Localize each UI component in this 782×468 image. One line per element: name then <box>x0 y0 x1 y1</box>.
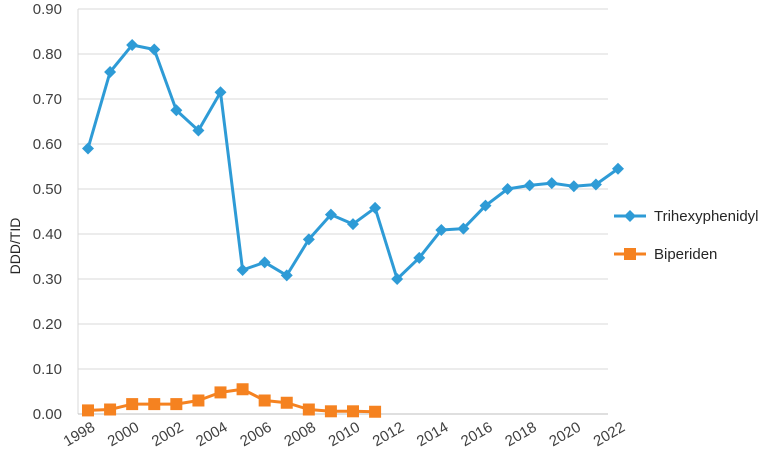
y-tick-label: 0.10 <box>33 361 62 378</box>
data-point <box>545 177 558 190</box>
y-tick-label: 0.30 <box>33 271 62 288</box>
data-point <box>589 178 602 191</box>
plot-area <box>82 39 624 418</box>
data-point <box>391 273 404 285</box>
data-point <box>148 398 161 411</box>
data-point <box>457 222 470 235</box>
data-point <box>192 124 205 137</box>
data-point <box>258 394 271 407</box>
y-tick-label: 0.00 <box>33 406 62 423</box>
y-tick-label: 0.70 <box>33 91 62 108</box>
legend-label: Trihexyphenidyl <box>654 208 759 225</box>
data-point <box>214 386 227 399</box>
x-tick-label: 2018 <box>502 419 539 450</box>
gridlines <box>78 8 608 370</box>
data-point <box>479 199 492 212</box>
data-point <box>347 218 359 231</box>
data-point <box>104 66 117 78</box>
x-tick-label: 2012 <box>370 419 407 450</box>
data-point <box>82 142 94 155</box>
x-tick-label: 2002 <box>149 419 186 450</box>
data-point <box>302 403 315 416</box>
x-tick-label: 2006 <box>237 419 274 450</box>
x-tick-label: 2016 <box>458 419 495 450</box>
legend-marker <box>624 248 636 260</box>
data-point <box>369 405 382 418</box>
data-point <box>126 39 139 51</box>
data-point <box>192 394 205 407</box>
data-point <box>523 179 536 192</box>
x-tick-label: 2014 <box>414 419 451 450</box>
data-point <box>612 162 624 175</box>
data-point <box>324 405 337 418</box>
x-tick-label: 2000 <box>105 419 142 450</box>
series-biperiden <box>82 383 382 418</box>
x-tick-label: 2008 <box>281 419 318 450</box>
data-point <box>236 264 249 276</box>
y-tick-label: 0.50 <box>33 181 62 198</box>
data-point <box>236 383 249 396</box>
data-point <box>280 269 293 282</box>
legend-item: Biperiden <box>614 246 717 263</box>
data-point <box>324 208 337 221</box>
legend-label: Biperiden <box>654 246 717 263</box>
y-tick-label: 0.90 <box>33 1 62 18</box>
data-point <box>280 396 293 409</box>
data-point <box>170 104 183 117</box>
y-tick-label: 0.40 <box>33 226 62 243</box>
data-point <box>501 183 514 195</box>
tick-labels: 0.00 0.10 0.20 0.30 0.40 0.50 0.60 0.70 0.80 0.90… <box>33 1 628 450</box>
x-tick-label: 2020 <box>546 419 583 450</box>
legend: Trihexyphenidyl Biperiden <box>614 208 759 263</box>
data-point <box>302 233 315 246</box>
x-tick-label: 2022 <box>591 419 628 450</box>
axes <box>77 9 608 415</box>
x-tick-label: 1998 <box>61 419 98 450</box>
legend-item: Trihexyphenidyl <box>614 208 759 225</box>
data-point <box>413 251 426 264</box>
data-point <box>369 201 382 214</box>
y-tick-label: 0.20 <box>33 316 62 333</box>
x-tick-label: 2010 <box>326 419 363 450</box>
data-point <box>214 86 227 99</box>
data-point <box>82 404 94 417</box>
data-point <box>347 405 359 418</box>
legend-marker <box>624 210 636 222</box>
data-point <box>126 398 139 411</box>
series-trihexyphenidyl <box>82 39 624 285</box>
series-line <box>86 43 619 281</box>
y-tick-label: 0.60 <box>33 136 62 153</box>
data-point <box>435 223 448 236</box>
data-point <box>258 256 271 269</box>
y-tick-label: 0.80 <box>33 46 62 63</box>
data-point <box>567 180 580 193</box>
x-tick-label: 2004 <box>193 419 230 450</box>
data-point <box>104 403 117 416</box>
data-point <box>170 398 183 411</box>
y-axis-title: DDD/TID <box>7 218 23 275</box>
data-point <box>148 43 161 56</box>
